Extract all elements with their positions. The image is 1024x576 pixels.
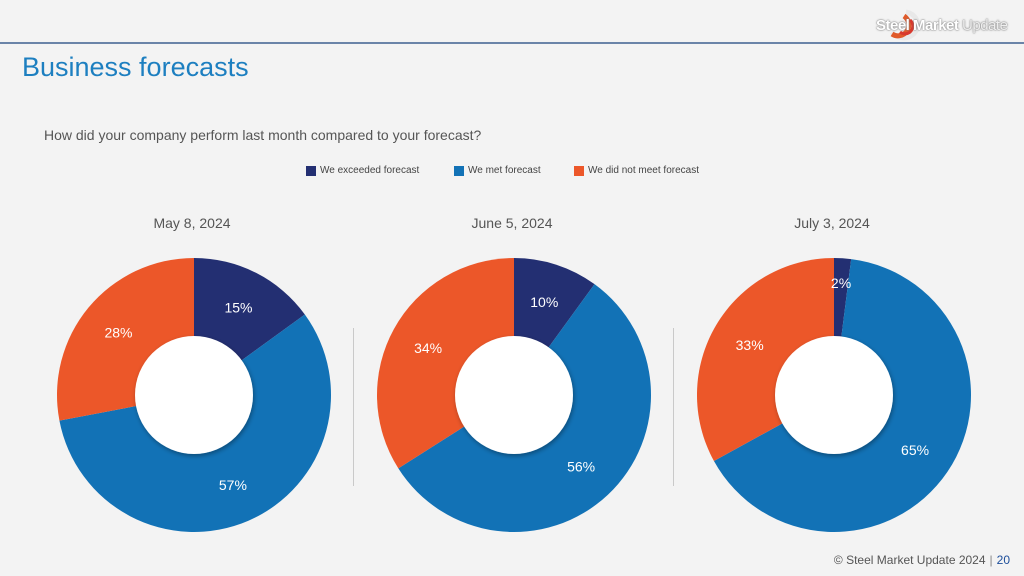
donut-hole-july xyxy=(775,336,893,454)
legend-item-not-met: We did not meet forecast xyxy=(574,165,699,176)
data-label-met-may: 57% xyxy=(219,477,247,493)
logo-bold-text: Steel Market xyxy=(876,17,959,34)
footer: © Steel Market Update 2024 | 20 xyxy=(834,553,1010,567)
chart-title-june: June 5, 2024 xyxy=(471,215,553,231)
legend-label-not-met: We did not meet forecast xyxy=(588,165,699,176)
data-label-not-met-july: 33% xyxy=(736,337,764,353)
data-label-not-met-june: 34% xyxy=(414,340,442,356)
legend-label-exceeded: We exceeded forecast xyxy=(320,165,420,176)
page-title: Business forecasts xyxy=(22,52,249,82)
legend-item-met: We met forecast xyxy=(454,165,541,176)
footer-copyright: © Steel Market Update 2024 xyxy=(833,553,986,567)
donut-hole-june xyxy=(455,336,573,454)
chart-divider-1 xyxy=(353,328,354,486)
chart-title-july: July 3, 2024 xyxy=(794,215,870,231)
data-label-met-june: 56% xyxy=(567,458,595,474)
chart-divider-2 xyxy=(673,328,674,486)
legend-swatch-not-met xyxy=(574,165,584,176)
brand-logo: Steel Market Update xyxy=(876,8,1012,41)
logo-mark-icon xyxy=(889,9,921,41)
data-label-exceeded-may: 15% xyxy=(224,300,252,316)
legend-swatch-exceeded xyxy=(306,165,316,176)
survey-question: How did your company perform last month … xyxy=(44,127,482,143)
logo-wordmark: Steel Market Update xyxy=(876,17,1008,34)
donut-chart-may: 15% 57% 28% xyxy=(56,258,332,532)
data-label-exceeded-july: 2% xyxy=(831,275,851,291)
logo-light-text: Update xyxy=(958,17,1008,34)
header-rule xyxy=(0,42,1024,44)
data-label-exceeded-june: 10% xyxy=(530,294,558,310)
data-label-met-july: 65% xyxy=(901,442,929,458)
data-label-not-met-may: 28% xyxy=(104,325,132,341)
donut-chart-june: 10% 56% 34% xyxy=(377,258,652,533)
chart-legend: We exceeded forecast We met forecast We … xyxy=(0,165,1024,181)
chart-title-may: May 8, 2024 xyxy=(153,215,231,231)
donut-chart-july: 2% 65% 33% xyxy=(697,258,972,532)
legend-swatch-met xyxy=(454,165,464,176)
legend-label-met: We met forecast xyxy=(468,165,541,176)
legend-item-exceeded: We exceeded forecast xyxy=(306,165,419,176)
page-number: 20 xyxy=(996,553,1010,567)
donut-hole-may xyxy=(135,336,253,454)
footer-separator: | xyxy=(989,553,993,567)
